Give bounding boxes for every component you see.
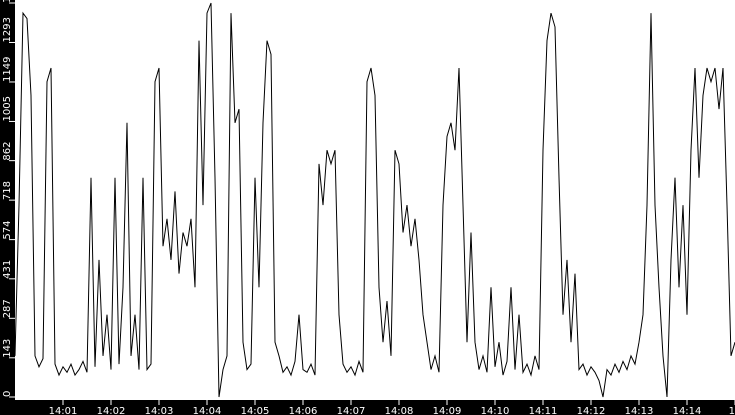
y-tick-label: 718 xyxy=(2,181,13,200)
y-tick-label: 1293 xyxy=(2,17,13,42)
x-tick-label: 14:06 xyxy=(289,406,318,415)
y-tick-label: 431 xyxy=(2,260,13,279)
x-tick-label: 14:02 xyxy=(97,406,126,415)
x-tick-label: 14:12 xyxy=(577,406,606,415)
y-tick-label: 1149 xyxy=(2,57,13,82)
x-axis: 14:01 14:02 14:03 14:04 14:05 14:06 14:07 14:08… xyxy=(49,400,735,415)
y-tick-label: 1437 xyxy=(2,0,13,3)
y-tick-label: 574 xyxy=(2,221,13,240)
y-tick-label: 287 xyxy=(2,299,13,318)
x-tick-label: 14:05 xyxy=(241,406,270,415)
x-tick-label: 14:08 xyxy=(385,406,414,415)
y-tick-label: 0 xyxy=(2,391,13,397)
y-axis: 0 143 287 431 574 718 862 1005 1149 1293 1437 xyxy=(2,0,15,398)
y-tick-label: 862 xyxy=(2,142,13,161)
x-tick-label: 14:13 xyxy=(625,406,654,415)
plot-area xyxy=(15,0,735,400)
x-tick-label: 14:11 xyxy=(529,406,558,415)
x-tick-label: 14:03 xyxy=(145,406,174,415)
x-tick-label: 14 xyxy=(729,406,735,415)
x-tick-label: 14:14 xyxy=(673,406,702,415)
x-tick-label: 14:09 xyxy=(433,406,462,415)
series-line xyxy=(14,2,735,398)
x-tick-label: 14:04 xyxy=(193,406,222,415)
y-tick-label: 1005 xyxy=(2,96,13,121)
y-tick-label: 143 xyxy=(2,339,13,358)
x-tick-label: 14:10 xyxy=(481,406,510,415)
x-tick-label: 14:01 xyxy=(49,406,78,415)
x-tick-label: 14:07 xyxy=(337,406,366,415)
